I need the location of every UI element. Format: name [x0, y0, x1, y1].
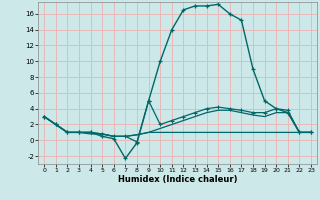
- X-axis label: Humidex (Indice chaleur): Humidex (Indice chaleur): [118, 175, 237, 184]
